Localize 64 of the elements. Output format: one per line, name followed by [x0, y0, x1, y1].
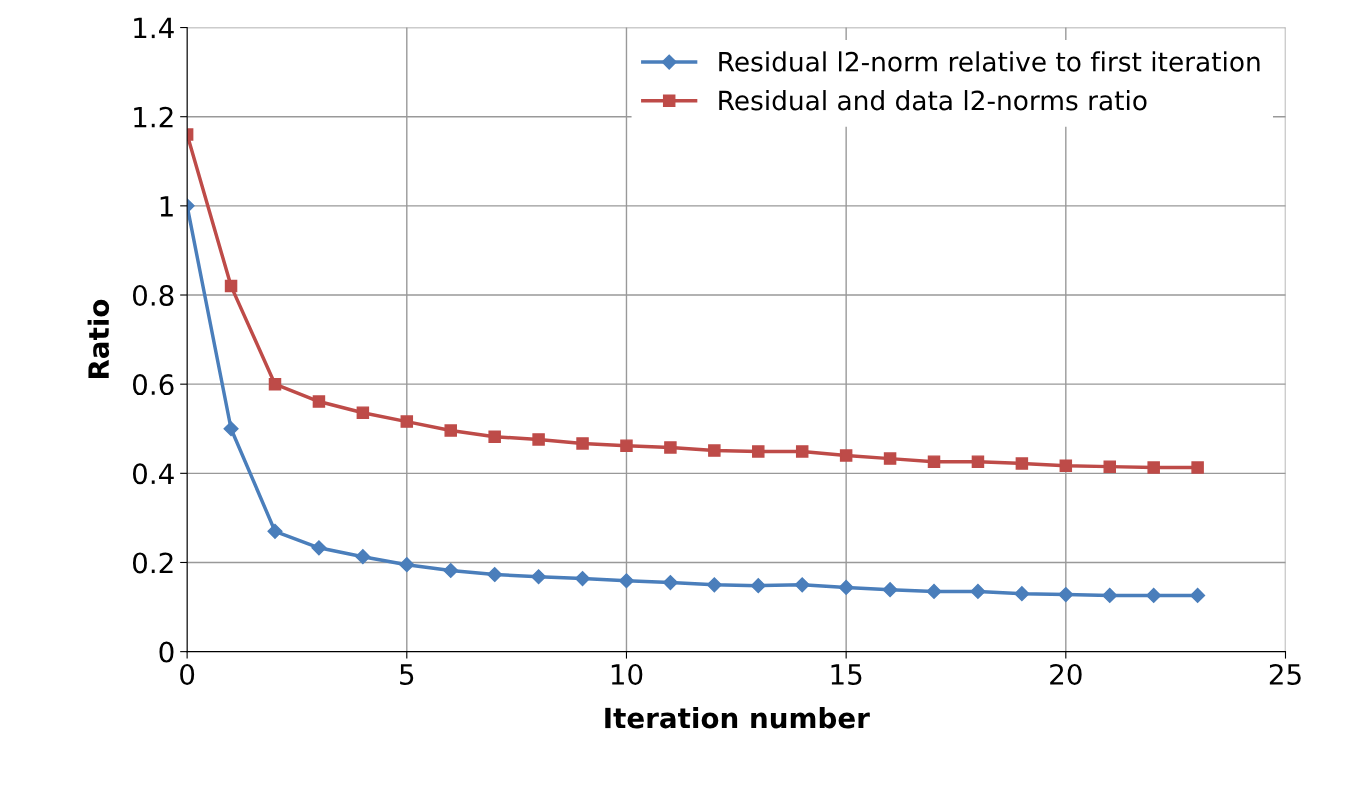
- point: [1146, 587, 1162, 604]
- point: [488, 430, 501, 444]
- x-tick-label: 25: [1269, 663, 1301, 685]
- y-tick-label: 1: [160, 196, 173, 217]
- y-tick-label: 0.6: [132, 374, 174, 396]
- point: [267, 523, 283, 539]
- point: [1015, 457, 1029, 470]
- point: [443, 562, 459, 579]
- point: [926, 583, 942, 600]
- legend-label: Residual l2-norm relative to first iteration: [719, 51, 1260, 72]
- point: [1191, 461, 1204, 474]
- point: [444, 424, 457, 437]
- point: [970, 583, 986, 600]
- y-axis-title: Ratio: [87, 299, 110, 379]
- point: [664, 441, 677, 454]
- point: [662, 574, 678, 591]
- y-tick-label: 0.4: [132, 463, 174, 485]
- point: [356, 406, 370, 419]
- point: [750, 578, 766, 594]
- point: [1102, 587, 1118, 604]
- point: [706, 577, 722, 593]
- point: [311, 540, 327, 556]
- point: [883, 452, 897, 465]
- point: [927, 455, 941, 468]
- point: [882, 582, 898, 598]
- legend-label: Residual and data l2-norms ratio: [719, 90, 1147, 111]
- point: [268, 377, 282, 391]
- point: [1014, 586, 1030, 602]
- point: [618, 573, 635, 589]
- point: [574, 570, 591, 587]
- y-tick-label: 0.8: [132, 284, 174, 306]
- point: [487, 566, 503, 583]
- point: [708, 444, 721, 457]
- point: [1059, 459, 1073, 472]
- x-tick-label: 5: [400, 664, 414, 685]
- x-tick-label: 10: [611, 663, 643, 685]
- point: [223, 421, 239, 437]
- point: [795, 445, 809, 458]
- point: [971, 455, 985, 468]
- y-tick-label: 0: [159, 641, 174, 663]
- x-tick-label: 0: [180, 663, 195, 685]
- point: [1058, 587, 1074, 603]
- point: [576, 437, 589, 450]
- point: [752, 445, 765, 458]
- point: [1103, 460, 1117, 473]
- x-tick-label: 15: [831, 664, 862, 685]
- point: [838, 579, 854, 596]
- point: [312, 395, 326, 408]
- point: [620, 439, 633, 452]
- point: [355, 549, 371, 565]
- y-tick-label: 1.4: [134, 17, 174, 39]
- point: [531, 569, 547, 585]
- x-tick-label: 20: [1050, 663, 1082, 685]
- point: [1147, 461, 1160, 474]
- y-tick-label: 1.2: [134, 106, 173, 128]
- point: [532, 433, 545, 446]
- point: [839, 449, 853, 462]
- point: [1190, 587, 1206, 604]
- point: [224, 279, 238, 293]
- x-axis-title: Iteration number: [605, 706, 870, 729]
- y-tick-label: 0.2: [132, 552, 173, 574]
- point: [399, 557, 415, 573]
- point: [794, 577, 810, 593]
- point: [400, 415, 414, 428]
